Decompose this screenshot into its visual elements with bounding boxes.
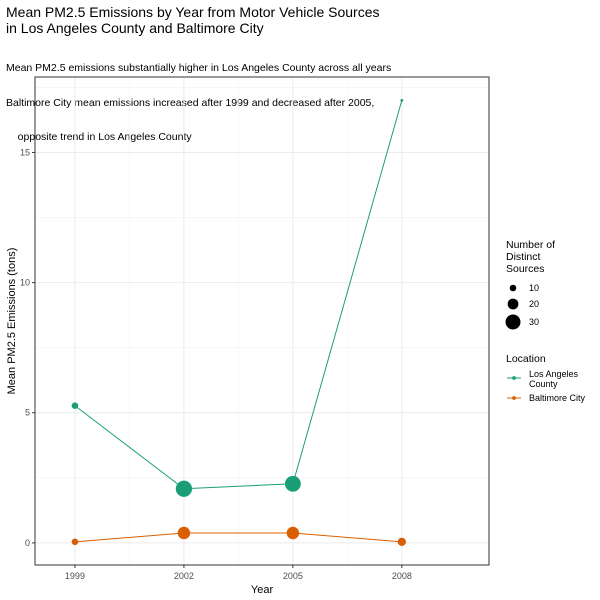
size-legend-key	[505, 314, 521, 330]
series-2-point	[397, 537, 406, 546]
x-tick-label: 2002	[174, 571, 194, 581]
chart-title-line-2: in Los Angeles County and Baltimore City	[6, 20, 264, 36]
size-legend-label: 30	[529, 317, 539, 327]
chart-subtitle: Mean PM2.5 emissions substantially highe…	[6, 40, 476, 155]
series-2-point	[71, 538, 79, 546]
x-axis-label: Year	[251, 584, 274, 596]
axis-layer: 1999 2002 2005 2008 0 5 10 15	[20, 147, 412, 581]
x-tick-label: 1999	[65, 571, 85, 581]
y-tick-label: 5	[25, 408, 30, 418]
color-legend-point	[512, 376, 516, 380]
series-2-point	[286, 526, 300, 540]
series-1-point	[175, 480, 193, 497]
y-tick-label: 15	[20, 147, 30, 157]
size-legend-label: 20	[529, 299, 539, 309]
size-legend-label: 10	[529, 283, 539, 293]
size-legend-title-line: Distinct	[506, 251, 541, 263]
color-legend-label: Baltimore City	[529, 393, 586, 403]
size-legend-key	[507, 298, 519, 310]
series-line-1	[74, 100, 403, 490]
chart-subtitle-line-3: opposite trend in Los Angeles County	[6, 131, 192, 143]
plot-border	[34, 76, 490, 566]
series-1-point	[71, 402, 79, 410]
x-tick-label: 2008	[392, 571, 412, 581]
series-1-point	[284, 475, 301, 492]
size-legend-title-line: Sources	[506, 263, 545, 275]
chart-subtitle-line-1: Mean PM2.5 emissions substantially highe…	[6, 62, 392, 74]
chart-subtitle-line-2: Baltimore City mean emissions increased …	[6, 96, 375, 109]
size-legend-title-line: Number of	[506, 239, 555, 251]
y-tick-label: 0	[25, 538, 30, 548]
color-legend-title: Location	[506, 353, 546, 365]
x-tick-label: 2005	[283, 571, 303, 581]
series-1-point	[400, 99, 404, 102]
color-legend-point	[512, 396, 516, 400]
series-line-2	[74, 532, 402, 543]
y-axis-label: Mean PM2.5 Emissions (tons)	[6, 248, 18, 395]
size-legend-key	[509, 284, 517, 292]
grid-layer	[35, 77, 489, 565]
series-layer	[71, 99, 406, 546]
color-legend-label: Los Angeles	[529, 369, 579, 379]
color-legend-label: County	[529, 379, 558, 389]
chart-title-line-1: Mean PM2.5 Emissions by Year from Motor …	[6, 4, 380, 20]
chart-title: Mean PM2.5 Emissions by Year from Motor …	[6, 4, 466, 36]
series-2-point	[177, 526, 191, 540]
y-tick-label: 10	[20, 278, 30, 288]
